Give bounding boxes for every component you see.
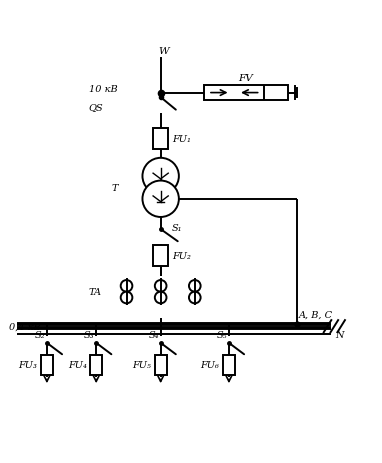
Text: 0,4 кВ: 0,4 кВ bbox=[9, 322, 41, 331]
Text: FU₃: FU₃ bbox=[19, 361, 37, 369]
Bar bbox=[204, 86, 288, 100]
Bar bbox=[90, 355, 102, 375]
Text: A, B, C: A, B, C bbox=[299, 310, 333, 319]
Text: S₂: S₂ bbox=[34, 331, 45, 339]
Text: T: T bbox=[112, 183, 118, 193]
Circle shape bbox=[189, 292, 201, 304]
Text: N: N bbox=[335, 330, 343, 339]
Circle shape bbox=[121, 281, 132, 292]
Text: FU₁: FU₁ bbox=[172, 134, 191, 143]
Circle shape bbox=[189, 281, 201, 292]
Text: S₃: S₃ bbox=[84, 331, 94, 339]
Bar bbox=[154, 246, 168, 267]
Text: FU₅: FU₅ bbox=[132, 361, 151, 369]
Text: FU₂: FU₂ bbox=[172, 251, 191, 261]
Bar bbox=[154, 128, 168, 149]
Circle shape bbox=[142, 181, 179, 218]
Text: S₅: S₅ bbox=[217, 331, 227, 339]
Circle shape bbox=[155, 292, 167, 304]
Circle shape bbox=[155, 281, 167, 292]
Text: TA: TA bbox=[89, 288, 102, 296]
Text: W: W bbox=[159, 47, 169, 56]
Bar bbox=[41, 355, 53, 375]
Text: S₄: S₄ bbox=[148, 331, 159, 339]
Circle shape bbox=[142, 158, 179, 195]
Bar bbox=[155, 355, 167, 375]
Text: FU₄: FU₄ bbox=[68, 361, 87, 369]
Circle shape bbox=[121, 292, 132, 304]
Text: FV: FV bbox=[239, 74, 253, 82]
Text: QS: QS bbox=[89, 103, 103, 112]
Text: S₁: S₁ bbox=[172, 223, 183, 232]
Text: FU₆: FU₆ bbox=[201, 361, 219, 369]
Bar bbox=[223, 355, 235, 375]
Text: 10 кВ: 10 кВ bbox=[89, 85, 117, 94]
